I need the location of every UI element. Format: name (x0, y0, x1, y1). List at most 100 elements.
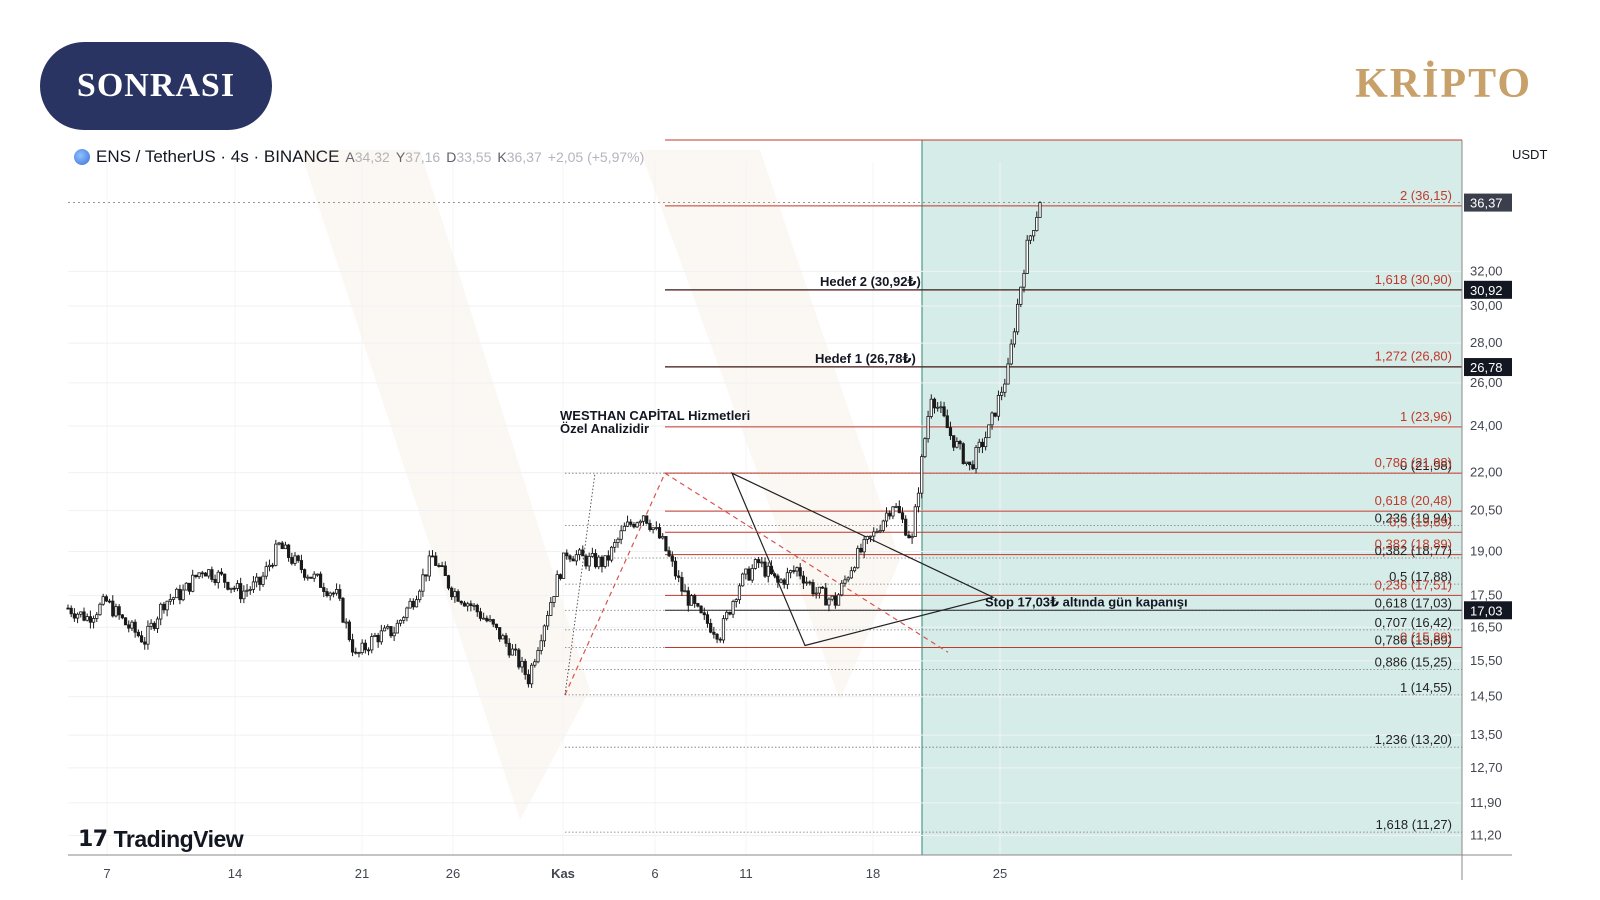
tradingview-label: TradingView (113, 826, 244, 852)
candle-body (373, 634, 377, 637)
candle-body (568, 555, 572, 560)
candle-body (603, 555, 607, 567)
candle-body (271, 564, 275, 567)
candle-body (673, 560, 678, 577)
candle-body (657, 527, 662, 539)
candle-body (667, 550, 671, 557)
candle-body (648, 522, 652, 530)
candle-body (312, 573, 316, 579)
candle-body (664, 536, 668, 552)
fib-extension-label: 2 (36,15) (1400, 188, 1452, 203)
fib-retracement-label: 0,5 (17,88) (1389, 569, 1452, 584)
candle-body (651, 527, 655, 530)
candle-body (287, 544, 291, 558)
candle-body (804, 581, 809, 584)
candle-body (900, 512, 905, 520)
time-axis-tick: 11 (739, 866, 753, 881)
candle-body (159, 603, 163, 620)
candle-body (98, 603, 102, 616)
annotation-line: WESTHAN CAPİTAL Hizmetleri (560, 408, 750, 423)
candle-body (306, 576, 310, 579)
candle-body (501, 635, 505, 640)
ohlc-open-value: 34,32 (354, 149, 390, 165)
candle-body (987, 424, 991, 439)
fib-extension-label: 0,382 (18,89) (1375, 537, 1452, 552)
candle-body (632, 524, 636, 528)
ohlc-open-label: A (345, 149, 355, 165)
candle-body (721, 618, 726, 641)
candle-body (402, 617, 406, 621)
candle-body (469, 603, 473, 606)
candle-body (856, 547, 860, 569)
candle-body (561, 552, 566, 579)
candle-body (606, 555, 610, 561)
price-axis-tick: 11,90 (1470, 795, 1502, 810)
candle-body (162, 603, 166, 611)
candle-body (760, 561, 764, 564)
candle-body (443, 565, 447, 577)
candle-body (533, 661, 537, 666)
candle-body (990, 412, 994, 426)
fib-retracement-label: 0,382 (18,77) (1375, 543, 1452, 558)
price-marker-label: 26,78 (1470, 360, 1503, 375)
candle-body (894, 505, 898, 508)
candle-body (239, 583, 243, 600)
candle-body (590, 553, 594, 557)
candle-body (920, 456, 924, 494)
candle-body (111, 600, 115, 617)
candle-body (773, 573, 777, 577)
candle-body (350, 639, 355, 653)
candle-body (542, 625, 547, 642)
candle-body (453, 591, 457, 598)
candle-body (530, 664, 534, 685)
candle-body (1016, 303, 1020, 333)
candle-body (494, 623, 499, 628)
candle-body (315, 573, 319, 576)
candle-body (136, 631, 140, 637)
candle-body (293, 555, 297, 564)
candle-body (552, 596, 556, 603)
analysis-annotation: WESTHAN CAPİTAL Hizmetleri Özel Analizidi… (560, 408, 750, 436)
candle-body (670, 555, 674, 562)
candle-body (715, 633, 719, 640)
candle-body (849, 570, 853, 579)
candle-body (456, 591, 460, 602)
candle-body (405, 607, 409, 618)
candle-body (782, 579, 786, 585)
tradingview-logo: 𝟭𝟳 TradingView (78, 826, 244, 853)
candle-body (705, 614, 710, 624)
candle-body (1003, 383, 1007, 393)
candle-body (370, 636, 374, 651)
tradingview-mark-icon: 𝟭𝟳 (78, 827, 108, 852)
candle-body (264, 566, 268, 577)
currency-label[interactable]: USDT (1512, 147, 1548, 162)
candle-body (769, 565, 774, 575)
candle-body (168, 599, 172, 602)
candle-body (226, 581, 230, 590)
candle-body (961, 443, 965, 465)
candle-body (757, 559, 761, 564)
candle-body (1038, 202, 1042, 218)
candle-body (440, 565, 444, 568)
candle-body (763, 561, 767, 577)
candle-body (277, 542, 281, 545)
candle-body (299, 560, 304, 570)
candle-body (597, 556, 601, 568)
candle-body (968, 461, 972, 466)
price-marker-bg (1464, 601, 1512, 620)
ens-coin-icon (74, 149, 90, 165)
candle-body (744, 568, 748, 575)
candle-body (418, 590, 422, 601)
candle-body (210, 569, 214, 580)
candle-body (907, 534, 911, 539)
candle-body (734, 599, 738, 602)
fib-extension-label: 0,236 (17,51) (1375, 577, 1452, 592)
candle-body (143, 641, 147, 645)
candle-body (587, 555, 591, 567)
fib-extension-label: 0,618 (20,48) (1375, 493, 1452, 508)
candle-body (366, 649, 371, 652)
price-marker-label: 36,37 (1470, 196, 1503, 211)
price-axis-tick: 19,00 (1470, 543, 1503, 558)
symbol-name[interactable]: ENS / TetherUS · 4s · BINANCE (96, 147, 340, 166)
